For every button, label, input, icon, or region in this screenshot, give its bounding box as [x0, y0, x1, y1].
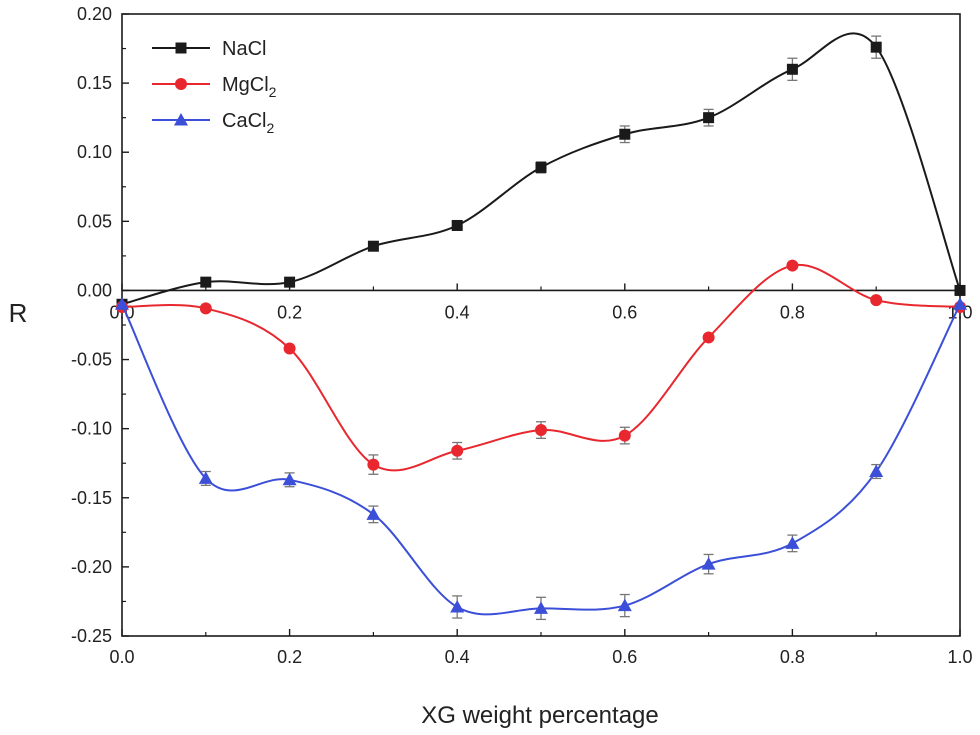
series-MgCl2: [116, 259, 966, 475]
y-tick-label: 0.00: [77, 280, 112, 300]
legend-marker: [175, 42, 187, 54]
series-CaCl2: [115, 297, 967, 621]
zero-axis-tick-labels: 0.00.20.40.60.81.0: [109, 302, 972, 322]
legend-item-MgCl2: MgCl2: [152, 74, 277, 100]
y-tick-label: -0.20: [71, 557, 112, 577]
data-point-CaCl2: [701, 557, 716, 570]
y-tick-label: 0.10: [77, 142, 112, 162]
y-tick-label: -0.25: [71, 626, 112, 646]
data-point-MgCl2: [535, 424, 547, 437]
y-axis-title: R: [9, 298, 28, 328]
legend-label: CaCl2: [222, 110, 274, 136]
y-tick-label: -0.10: [71, 419, 112, 439]
data-point-MgCl2: [618, 429, 631, 442]
data-point-NaCl: [284, 276, 296, 288]
data-point-NaCl: [786, 63, 798, 75]
x-tick-label: 0.2: [277, 647, 302, 667]
data-point-CaCl2: [282, 472, 297, 486]
y-tick-label: 0.20: [77, 4, 112, 24]
zero-axis-tick-label: 0.2: [277, 302, 302, 322]
zero-axis-tick-label: 0.6: [612, 302, 637, 322]
legend-marker: [175, 78, 187, 90]
legend: NaCl MgCl2 CaCl2: [152, 38, 277, 136]
data-point-CaCl2: [534, 601, 548, 614]
data-point-CaCl2: [450, 599, 465, 613]
data-point-NaCl: [870, 41, 882, 53]
data-point-MgCl2: [283, 342, 296, 355]
data-point-MgCl2: [451, 444, 464, 457]
data-point-CaCl2: [953, 297, 967, 310]
x-tick-label: 0.6: [612, 647, 637, 667]
x-tick-label: 0.8: [780, 647, 805, 667]
data-point-NaCl: [200, 276, 212, 288]
series-layer: [115, 32, 967, 621]
x-tick-label: 0.4: [445, 647, 470, 667]
legend-label: NaCl: [222, 38, 266, 60]
data-point-MgCl2: [702, 331, 715, 344]
data-point-CaCl2: [366, 507, 381, 520]
x-tick-label: 1.0: [947, 647, 972, 667]
data-point-MgCl2: [786, 259, 799, 272]
x-tick-labels: 0.0 0.2 0.4 0.6 0.8 1.0: [109, 647, 972, 667]
zero-axis-tick-label: 0.4: [445, 302, 470, 322]
legend-item-NaCl: NaCl: [152, 38, 266, 60]
data-point-NaCl: [619, 128, 631, 140]
data-point-CaCl2: [115, 297, 129, 310]
zero-axis-tick-label: 0.8: [780, 302, 805, 322]
data-point-NaCl: [535, 161, 547, 173]
data-point-MgCl2: [199, 302, 212, 315]
data-point-CaCl2: [198, 471, 213, 484]
y-tick-labels: 0.20 0.15 0.10 0.05 0.00 -0.05 -0.10 -0.15 -0.20…: [71, 4, 112, 646]
legend-label: MgCl2: [222, 74, 277, 100]
data-point-CaCl2: [869, 464, 884, 478]
data-point-NaCl: [703, 112, 715, 124]
data-point-NaCl: [954, 284, 966, 296]
legend-item-CaCl2: CaCl2: [152, 110, 274, 136]
data-point-NaCl: [451, 219, 463, 231]
data-point-CaCl2: [617, 598, 632, 612]
legend-marker: [174, 113, 188, 126]
y-tick-label: -0.05: [71, 350, 112, 370]
y-tick-label: -0.15: [71, 488, 112, 508]
y-tick-label: 0.05: [77, 211, 112, 231]
data-point-NaCl: [367, 240, 379, 252]
y-tick-label: 0.15: [77, 73, 112, 93]
data-point-MgCl2: [870, 294, 883, 307]
x-axis-title: XG weight percentage: [421, 702, 658, 729]
data-point-MgCl2: [367, 458, 380, 471]
series-line-NaCl: [121, 32, 961, 306]
x-tick-label: 0.0: [109, 647, 134, 667]
data-point-CaCl2: [785, 536, 800, 549]
